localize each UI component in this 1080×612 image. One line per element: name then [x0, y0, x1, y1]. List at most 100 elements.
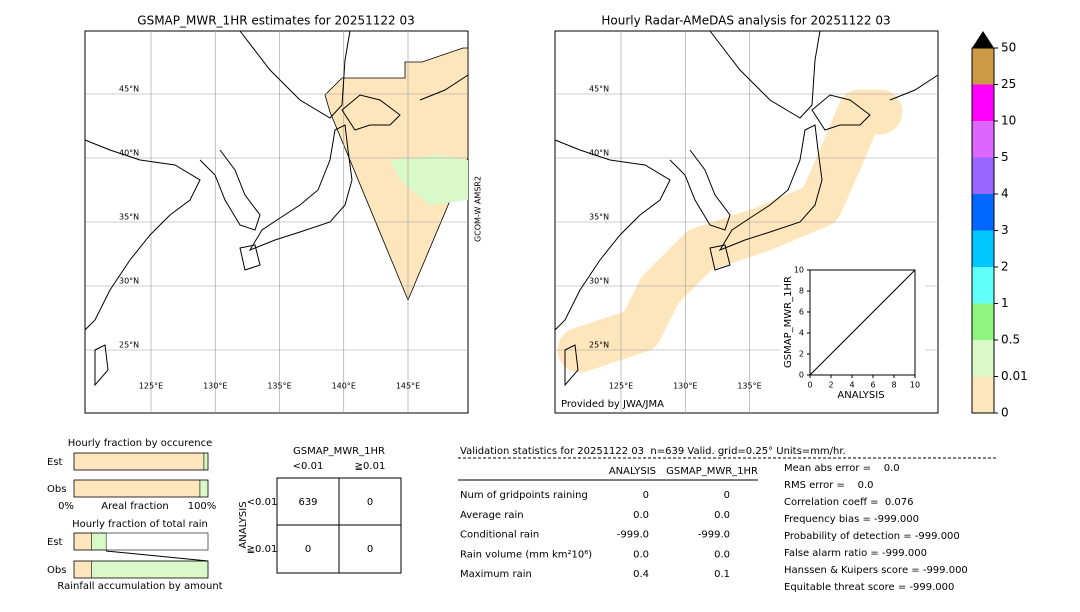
contingency-table: GSMAP_MWR_1HR <0.01 ≧0.01 ANALYSIS <0.01… — [238, 446, 402, 574]
y-tick-label: 0 — [799, 371, 804, 380]
lon-label: 145°E — [396, 382, 420, 391]
color-segment — [972, 157, 994, 194]
axis-label: 0% — [58, 501, 74, 512]
col-label: ≧0.01 — [355, 461, 386, 472]
cell: 0.0 — [714, 549, 730, 560]
lat-label: 40°N — [119, 149, 139, 158]
bar-frame — [73, 532, 209, 551]
lat-label: 30°N — [589, 277, 609, 286]
score: Mean abs error = 0.0 — [784, 463, 900, 474]
link-line — [105, 550, 209, 562]
colorbar: 0 0.01 0.5 1 2 3 4 5 10 25 50 — [971, 31, 1028, 420]
row-label: <0.01 — [247, 497, 278, 508]
table-title: GSMAP_MWR_1HR — [293, 446, 385, 457]
colorbar-label: 0.01 — [1001, 369, 1028, 383]
cell: 0.1 — [714, 569, 730, 580]
row-label: Num of gridpoints raining — [460, 490, 588, 501]
bar-frame — [73, 479, 209, 498]
row-label: Conditional rain — [460, 530, 539, 541]
color-segment — [972, 303, 994, 340]
x-tick-label: 2 — [828, 381, 833, 390]
colorbar-label: 4 — [1001, 187, 1009, 201]
fraction-bar — [91, 560, 209, 579]
colorbar-label: 5 — [1001, 150, 1009, 164]
colorbar-label: 50 — [1001, 41, 1016, 55]
x-tick-label: 0 — [807, 381, 812, 390]
fraction-bar — [199, 479, 209, 498]
row-label: Obs — [47, 484, 66, 495]
colorbar-label: 0.5 — [1001, 333, 1020, 347]
lat-label: 25°N — [119, 341, 139, 350]
cell: 0 — [305, 544, 311, 555]
stats-title: Validation statistics for 20251122 03 n=… — [460, 446, 846, 457]
row-label: Obs — [47, 565, 66, 576]
colorbar-label: 25 — [1001, 77, 1016, 91]
score: RMS error = 0.0 — [784, 480, 874, 491]
cell: 0.4 — [633, 569, 649, 580]
score: Correlation coeff = 0.076 — [784, 497, 914, 508]
score: Probability of detection = -999.000 — [784, 531, 960, 542]
left-map: 45°N 40°N 35°N 30°N 25°N 125°E 130°E 135°E 140°E… — [84, 14, 483, 414]
bar-frame — [73, 452, 209, 471]
credit: Provided by JWA/JMA — [561, 399, 664, 410]
color-segment — [972, 84, 994, 121]
lat-label: 35°N — [119, 213, 139, 222]
cell: 0.0 — [714, 510, 730, 521]
row-label: Maximum rain — [460, 569, 532, 580]
fraction-bar — [203, 452, 209, 471]
col-header: GSMAP_MWR_1HR — [666, 466, 758, 477]
statistics: Validation statistics for 20251122 03 n=… — [458, 446, 996, 593]
y-tick-label: 10 — [794, 266, 804, 275]
lon-label: 130°E — [673, 382, 697, 391]
lon-label: 140°E — [332, 382, 356, 391]
cell: 0 — [724, 490, 730, 501]
lat-label: 40°N — [589, 149, 609, 158]
sensor-label: GCOM-W AMSR2 — [474, 176, 483, 242]
fraction-bar — [91, 532, 107, 551]
extend-arrow — [972, 31, 994, 48]
y-tick-label: 8 — [799, 287, 804, 296]
lon-label: 130°E — [203, 382, 227, 391]
color-segment — [972, 376, 994, 413]
row-label: ≧0.01 — [247, 544, 278, 555]
bar-frame — [73, 560, 209, 579]
row-label: Average rain — [460, 510, 524, 521]
row-label: Est — [47, 537, 63, 548]
cell: 0 — [367, 544, 373, 555]
fraction-bar — [73, 532, 92, 551]
color-segment — [972, 230, 994, 267]
lat-label: 30°N — [119, 277, 139, 286]
colorbar-label: 3 — [1001, 223, 1009, 237]
color-segment — [972, 121, 994, 158]
color-segment — [972, 48, 994, 85]
score: Frequency bias = -999.000 — [784, 514, 919, 525]
cell: 0.0 — [633, 510, 649, 521]
score: Hanssen & Kuipers score = -999.000 — [784, 565, 968, 576]
lat-label: 45°N — [589, 85, 609, 94]
x-tick-label: 6 — [870, 381, 875, 390]
col-header: ANALYSIS — [609, 466, 656, 477]
cell: -999.0 — [698, 530, 730, 541]
lat-label: 45°N — [119, 85, 139, 94]
x-axis-label: ANALYSIS — [837, 390, 884, 401]
lat-label: 35°N — [589, 213, 609, 222]
lon-label: 125°E — [139, 382, 163, 391]
map-title: GSMAP_MWR_1HR estimates for 20251122 03 — [137, 14, 414, 28]
row-title: ANALYSIS — [238, 501, 249, 548]
colorbar-label: 2 — [1001, 260, 1009, 274]
right-map: 45°N 40°N 35°N 30°N 25°N 125°E 130°E 135°E Hour… — [554, 14, 939, 414]
lon-label: 125°E — [609, 382, 633, 391]
colorbar-label: 1 — [1001, 296, 1009, 310]
colorbar-label: 10 — [1001, 114, 1016, 128]
x-tick-label: 4 — [849, 381, 854, 390]
panel-title: Hourly fraction of total rain — [72, 519, 208, 530]
fraction-bar — [73, 560, 92, 579]
color-segment — [972, 267, 994, 304]
cell: 0.0 — [633, 549, 649, 560]
y-axis-label: GSMAP_MWR_1HR — [783, 276, 794, 368]
color-segment — [972, 194, 994, 231]
x-tick-label: 10 — [910, 381, 920, 390]
cell: 639 — [298, 497, 317, 508]
cell: 0 — [643, 490, 649, 501]
